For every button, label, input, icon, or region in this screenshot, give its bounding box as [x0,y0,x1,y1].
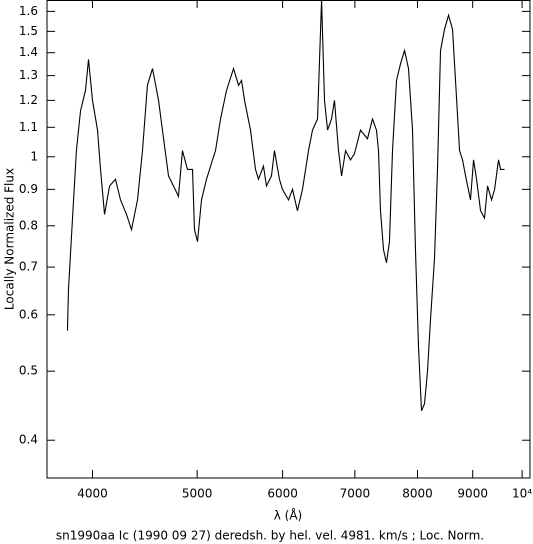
y-tick-label: 1.5 [19,24,38,38]
y-axis-label: Locally Normalized Flux [3,168,17,310]
x-tick-label: 4000 [77,487,108,501]
spectrum-line [66,0,505,411]
x-axis-label: λ (Å) [274,508,303,523]
y-tick-label: 1.3 [19,68,38,82]
y-tick-label: 1.1 [19,120,38,134]
y-tick-label: 0.9 [19,182,38,196]
y-tick-label: 0.4 [19,433,38,447]
y-tick-label: 0.5 [19,364,38,378]
y-tick-label: 0.6 [19,307,38,321]
chart-title: sn1990aa Ic (1990 09 27) deredsh. by hel… [56,529,484,543]
x-tick-label: 5000 [182,487,213,501]
y-tick-label: 0.8 [19,218,38,232]
y-tick-label: 1.2 [19,93,38,107]
x-tick-label: 8000 [402,487,433,501]
y-tick-label: 0.7 [19,260,38,274]
x-tick-label: 9000 [457,487,488,501]
x-tick-label: 6000 [267,487,298,501]
x-tick-label: 7000 [340,487,371,501]
y-tick-label: 1.4 [19,45,38,59]
y-tick-label: 1 [30,149,38,163]
x-tick-label: 10⁴ [512,487,532,501]
plot-frame [46,0,531,479]
y-tick-label: 1.6 [19,4,38,18]
